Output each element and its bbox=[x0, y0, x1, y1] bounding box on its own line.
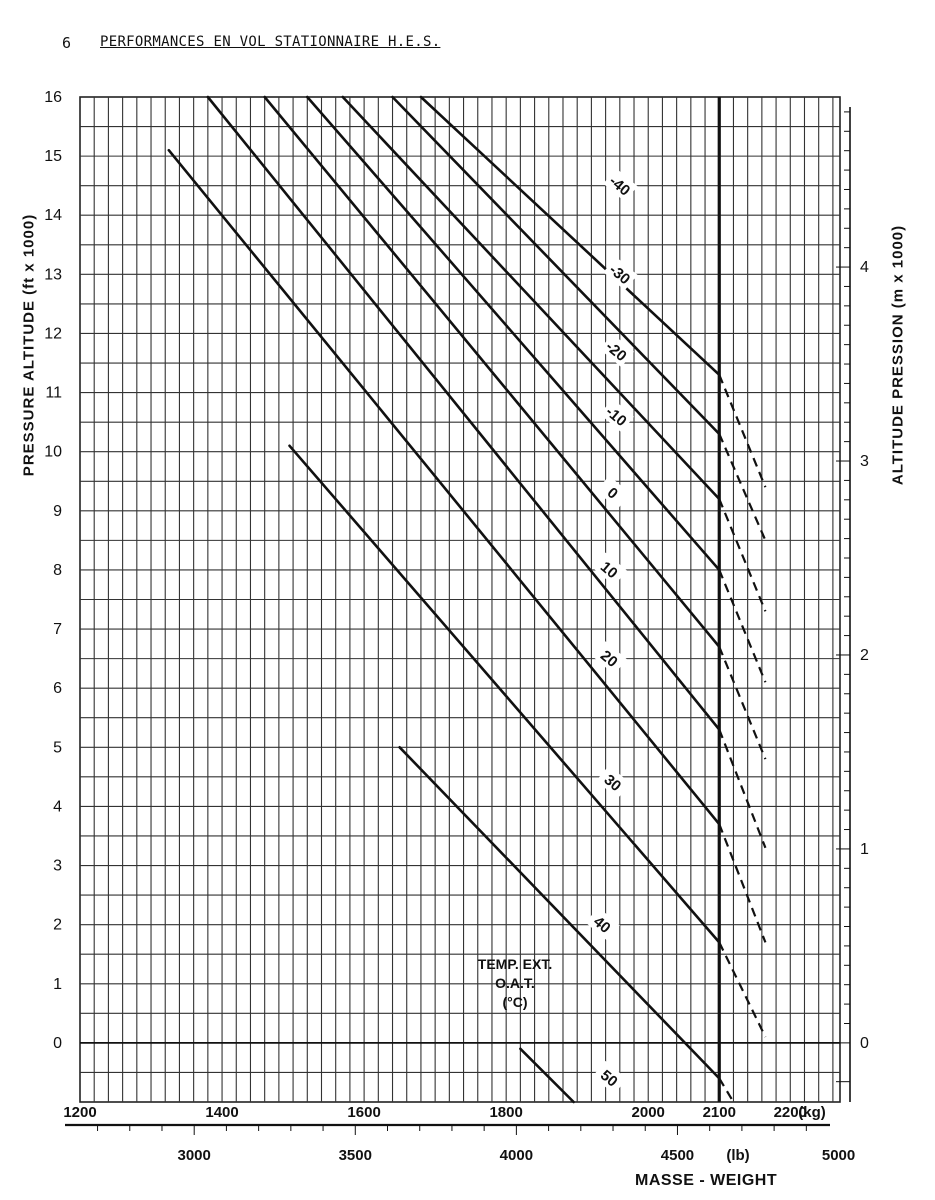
y-tick-label-m: 1 bbox=[860, 841, 869, 858]
page-number: 6 bbox=[62, 34, 72, 52]
oat-line-extrapolated bbox=[718, 1077, 735, 1103]
y-axis-label-left: PRESSURE ALTITUDE (ft x 1000) bbox=[20, 213, 38, 477]
y-tick-label-ft: 1 bbox=[53, 976, 62, 993]
oat-label-background bbox=[603, 168, 638, 202]
legend-line-unit: (°C) bbox=[502, 994, 528, 1010]
x-tick-label-lb: 4500 bbox=[661, 1147, 694, 1164]
oat-line bbox=[341, 95, 721, 501]
x-tick-label-lb: 3000 bbox=[178, 1147, 211, 1164]
y-tick-label-m: 3 bbox=[860, 453, 869, 470]
y-tick-label-ft: 7 bbox=[53, 621, 62, 638]
y-tick-label-ft: 3 bbox=[53, 858, 62, 875]
y-tick-label-ft: 6 bbox=[53, 680, 62, 697]
oat-label-background bbox=[596, 765, 631, 799]
y-tick-label-ft: 11 bbox=[45, 385, 62, 402]
oat-label-background bbox=[596, 475, 631, 509]
oat-line-extrapolated bbox=[718, 646, 767, 760]
oat-line bbox=[263, 95, 721, 649]
page-title: PERFORMANCES EN VOL STATIONNAIRE H.E.S. bbox=[100, 34, 441, 50]
oat-line-extrapolated bbox=[718, 374, 767, 488]
oat-line-extrapolated bbox=[718, 729, 767, 849]
y-tick-label-ft: 4 bbox=[53, 798, 62, 815]
y-tick-label-ft: 0 bbox=[53, 1035, 62, 1052]
oat-line bbox=[419, 95, 721, 377]
x-tick-label-kg: 2200 bbox=[774, 1104, 807, 1121]
y-tick-label-ft: 14 bbox=[44, 207, 62, 224]
oat-line bbox=[398, 745, 721, 1080]
oat-line bbox=[305, 95, 721, 572]
oat-line bbox=[167, 148, 721, 826]
oat-label-background bbox=[592, 641, 627, 675]
oat-label-background bbox=[599, 398, 635, 433]
y-tick-label-ft: 16 bbox=[44, 89, 62, 106]
x-tick-label-lb: 4000 bbox=[500, 1147, 533, 1164]
legend-line-oat: O.A.T. bbox=[495, 975, 535, 991]
legend-line-temp-ext: TEMP. EXT. bbox=[477, 956, 553, 972]
x-unit-kg: (kg) bbox=[798, 1104, 826, 1121]
x-tick-label-lb: 3500 bbox=[339, 1147, 372, 1164]
x-unit-lb: (lb) bbox=[726, 1147, 749, 1164]
oat-line-extrapolated bbox=[718, 823, 767, 943]
oat-line-extrapolated bbox=[718, 498, 767, 612]
oat-line-extrapolated bbox=[718, 433, 767, 541]
y-tick-label-ft: 15 bbox=[44, 148, 62, 165]
y-tick-label-m: 0 bbox=[860, 1035, 869, 1052]
oat-line bbox=[519, 1047, 575, 1104]
oat-line bbox=[391, 95, 721, 436]
y-axis-label-right: ALTITUDE PRESSION (m x 1000) bbox=[889, 224, 907, 486]
y-tick-label-ft: 8 bbox=[53, 562, 62, 579]
oat-label-background bbox=[592, 552, 627, 586]
y-tick-label-ft: 9 bbox=[53, 503, 62, 520]
y-tick-label-m: 2 bbox=[860, 647, 869, 664]
x-axis-label: MASSE - WEIGHT bbox=[635, 1172, 778, 1189]
oat-label-background bbox=[603, 256, 638, 291]
oat-label-background bbox=[592, 1060, 627, 1095]
oat-line bbox=[288, 444, 721, 944]
temperature-legend: TEMP. EXT. O.A.T. (°C) bbox=[455, 955, 575, 1012]
x-tick-label-kg: 1400 bbox=[205, 1104, 238, 1121]
y-tick-label-m: 4 bbox=[860, 259, 869, 276]
x-tick-label-kg: 1600 bbox=[347, 1104, 380, 1121]
y-tick-label-ft: 12 bbox=[44, 325, 62, 342]
y-tick-label-ft: 13 bbox=[44, 266, 62, 283]
y-tick-label-ft: 2 bbox=[53, 917, 62, 934]
x-tick-label-kg: 1800 bbox=[489, 1104, 522, 1121]
oat-line-extrapolated bbox=[718, 569, 767, 683]
x-tick-label-kg: 2100 bbox=[703, 1104, 736, 1121]
oat-line bbox=[206, 95, 721, 731]
oat-label-background bbox=[599, 333, 635, 368]
oat-label-background bbox=[585, 907, 620, 941]
y-tick-label-ft: 5 bbox=[53, 739, 62, 756]
x-tick-label-kg: 2000 bbox=[632, 1104, 665, 1121]
y-tick-label-ft: 10 bbox=[44, 444, 62, 461]
x-tick-label-kg: 1200 bbox=[63, 1104, 96, 1121]
oat-line-extrapolated bbox=[718, 941, 767, 1038]
x-tick-label-lb: 5000 bbox=[822, 1147, 855, 1164]
